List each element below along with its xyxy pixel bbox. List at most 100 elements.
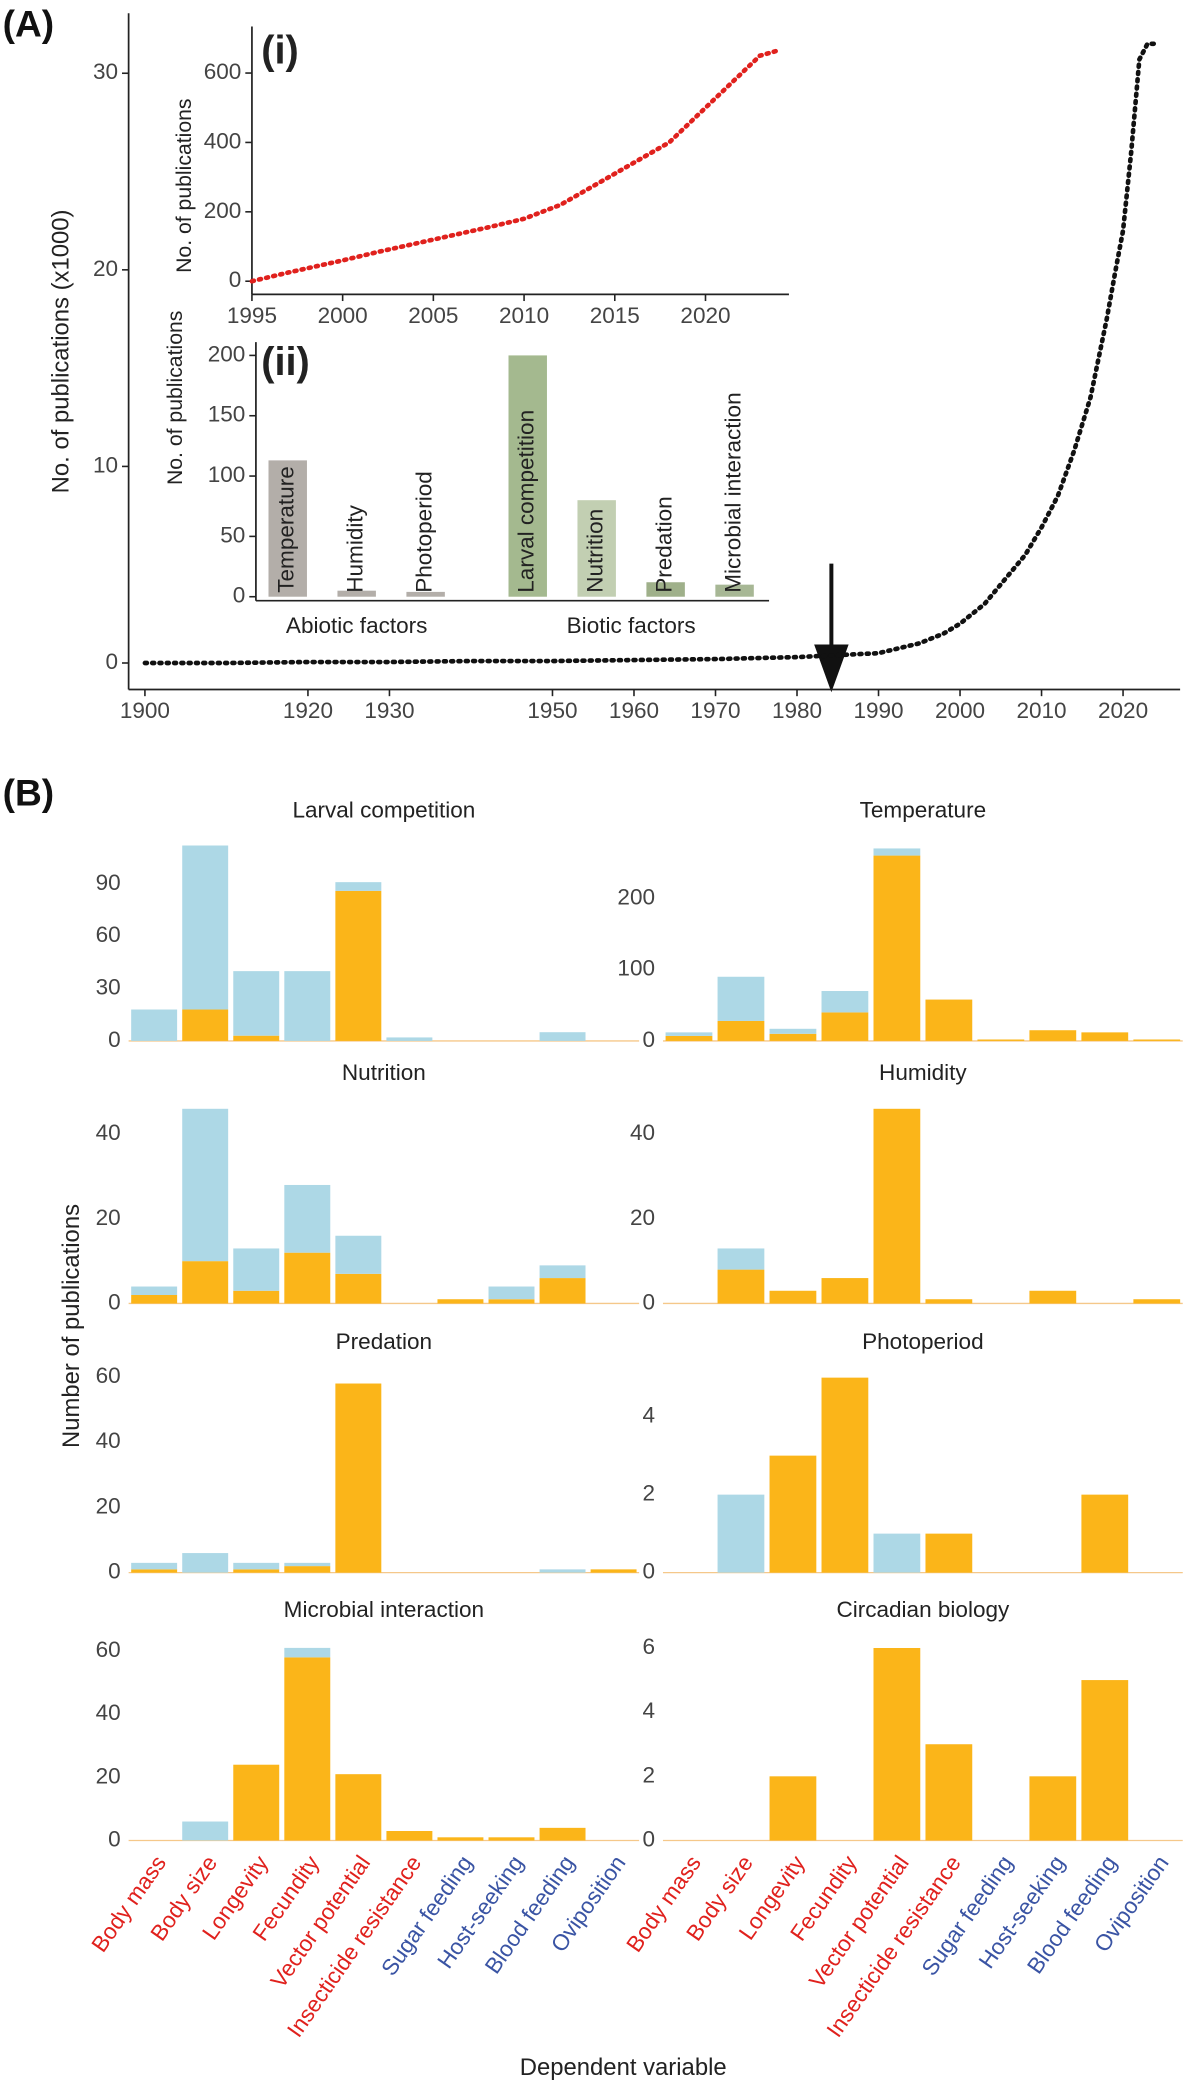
y-tick-label: 40 [96, 1120, 121, 1145]
bar-segment [131, 1009, 178, 1041]
bar-segment [1133, 1299, 1181, 1304]
bar-segment [386, 1831, 433, 1841]
facet-title: Microbial interaction [284, 1597, 484, 1622]
x-tick-label: 2010 [1016, 698, 1066, 723]
bar [268, 460, 307, 597]
facet-title: Larval competition [292, 797, 475, 822]
y-tick-label: 60 [96, 1363, 121, 1388]
y-tick-label: 150 [208, 402, 246, 427]
bar-segment [769, 1776, 817, 1841]
panel-label: (A) [3, 2, 55, 44]
facet-title: Predation [336, 1329, 432, 1354]
bar-segment [1081, 1032, 1129, 1041]
bar-segment [182, 1553, 229, 1573]
bar-segment [539, 1265, 586, 1279]
arrow-head [814, 644, 849, 693]
facet-title: Circadian biology [836, 1597, 1010, 1622]
bar-label: Larval competition [514, 410, 539, 593]
bar-segment [284, 1647, 331, 1658]
group-label: Biotic factors [567, 613, 696, 638]
x-tick-label: 1920 [283, 698, 333, 723]
bar-segment [335, 882, 382, 891]
y-tick-label: 4 [642, 1403, 655, 1428]
x-tick-label: 2000 [935, 698, 985, 723]
bar-label: Humidity [343, 504, 368, 592]
bar-segment [335, 1774, 382, 1841]
x-axis-label: Dependent variable [520, 2054, 727, 2081]
y-tick-label: 40 [96, 1700, 121, 1725]
x-tick-label: 1970 [690, 698, 740, 723]
y-tick-label: 2 [642, 1762, 655, 1787]
x-tick-label: 1960 [609, 698, 659, 723]
x-tick-label: 1930 [364, 698, 414, 723]
y-tick-label: 20 [93, 256, 118, 281]
bar-segment [233, 1035, 280, 1041]
facet-title: Humidity [879, 1060, 967, 1085]
bar-segment [925, 999, 973, 1041]
bar-segment [284, 1562, 331, 1567]
y-axis-label: No. of publications [164, 311, 187, 485]
y-axis-label: No. of publications (x1000) [48, 210, 75, 494]
bar [646, 582, 685, 597]
bar-segment [873, 1108, 921, 1304]
y-tick-label: 0 [642, 1289, 655, 1314]
bar-segment [769, 1455, 817, 1573]
bar-segment [539, 1569, 586, 1573]
bar-segment [284, 1184, 331, 1253]
y-tick-label: 90 [96, 870, 121, 895]
y-tick-label: 50 [220, 522, 245, 547]
x-tick-label: 1995 [227, 303, 277, 328]
panel-label: (i) [261, 29, 299, 73]
bar-segment [182, 1108, 229, 1262]
bar-segment [335, 1383, 382, 1573]
x-tick-label: 1950 [527, 698, 577, 723]
bar-segment [437, 1837, 484, 1841]
bar-label: Temperature [274, 466, 299, 592]
panel-label: (B) [3, 771, 55, 813]
bar-segment [539, 1827, 586, 1841]
bar-segment [539, 1032, 586, 1041]
group-label: Abiotic factors [286, 613, 428, 638]
y-tick-label: 4 [642, 1698, 655, 1723]
bar-segment [233, 1764, 280, 1841]
bar-segment [1081, 1680, 1129, 1841]
bar-segment [1029, 1290, 1077, 1304]
y-tick-label: 0 [642, 1559, 655, 1584]
bar-segment [1133, 1039, 1181, 1041]
bar-segment [717, 976, 765, 1021]
bar-segment [665, 1035, 713, 1041]
bar-segment [821, 1377, 869, 1573]
bar-segment [335, 890, 382, 1041]
bar-segment [233, 1562, 280, 1570]
bar-segment [233, 971, 280, 1036]
bar [508, 355, 547, 597]
facet-title: Temperature [860, 797, 986, 822]
facet-title: Photoperiod [862, 1329, 984, 1354]
y-tick-label: 30 [96, 975, 121, 1000]
y-tick-label: 0 [229, 267, 242, 292]
bar-segment [590, 1569, 637, 1573]
bar [577, 500, 616, 597]
bar-segment [131, 1569, 178, 1573]
bar-segment [1029, 1776, 1077, 1841]
y-tick-label: 0 [642, 1826, 655, 1851]
bar-segment [925, 1744, 973, 1841]
bar-segment [821, 1278, 869, 1304]
bar-segment [717, 1020, 765, 1041]
y-tick-label: 30 [93, 59, 118, 84]
y-tick-label: 0 [108, 1559, 121, 1584]
bar-segment [925, 1299, 973, 1304]
y-tick-label: 100 [208, 462, 246, 487]
bar-segment [335, 1273, 382, 1304]
y-tick-label: 20 [96, 1763, 121, 1788]
bar-segment [182, 1009, 229, 1041]
y-axis-label: Number of publications [58, 1204, 85, 1448]
bar-segment [821, 1012, 869, 1041]
y-tick-label: 0 [108, 1289, 121, 1314]
bar-segment [335, 1235, 382, 1274]
bar-segment [386, 1037, 433, 1041]
y-tick-label: 200 [617, 884, 655, 909]
bar-segment [437, 1299, 484, 1304]
bar-segment [1081, 1494, 1129, 1573]
